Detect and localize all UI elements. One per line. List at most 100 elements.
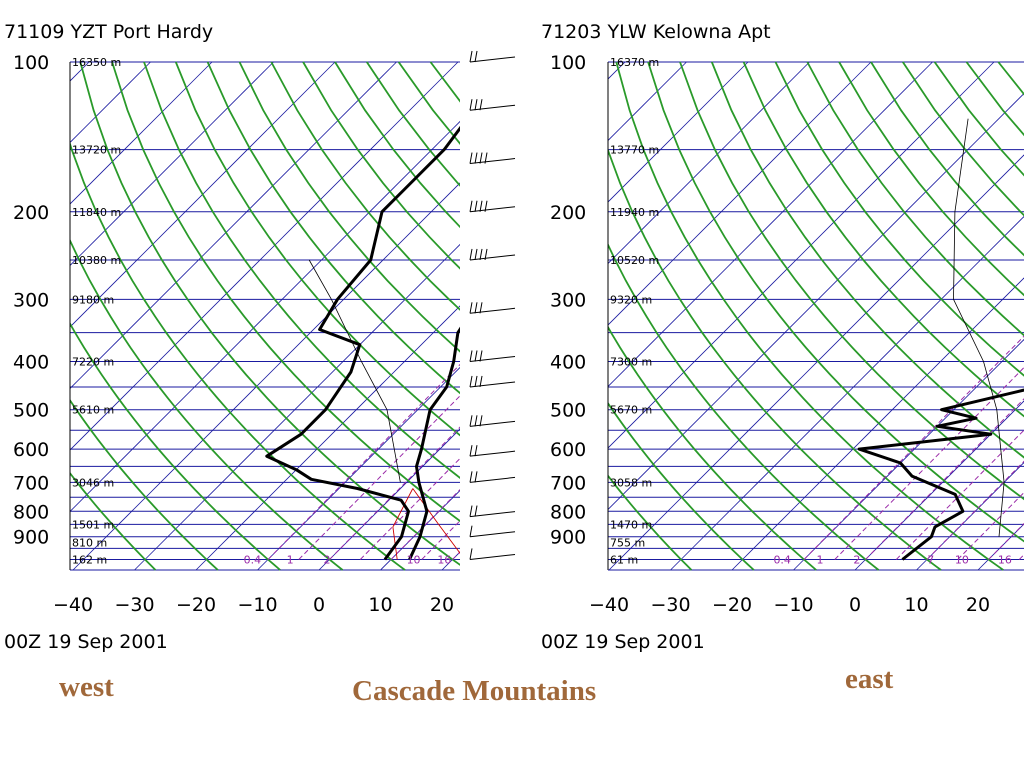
wind-barb-flag [474,99,478,111]
pressure-tick-label: 700 [13,472,49,494]
moist-adiabat-line [421,520,460,560]
pressure-tick-label: 300 [550,289,586,311]
mixing-ratio-label: 10 [955,553,969,566]
wind-barb-staff [469,511,516,518]
moist-adiabat-line [298,395,460,560]
isotherm-line [70,61,213,205]
moist-adiabat-line [957,491,1024,560]
isotherm-line [793,338,1024,571]
temperature-tick-label: 0 [849,594,861,616]
mixing-ratio-label: 10 [407,553,421,566]
height-label: 9320 m [610,293,652,306]
moist-adiabat-line [803,335,1024,560]
moist-adiabat-line [988,522,1024,560]
dry-adiabat-line [608,325,817,571]
dry-adiabat-line [774,61,1024,377]
pressure-tick-label: 800 [550,501,586,523]
dry-adiabat-line [143,61,460,480]
moist-adiabat-line [267,363,460,560]
dewpoint-profile [265,125,460,561]
temperature-tick-label: −40 [53,594,93,616]
height-label: 13720 m [72,144,121,157]
height-label: 3058 m [610,476,652,489]
wind-barb-staff [469,531,516,538]
wind-barb-flag [469,445,473,457]
temperature-tick-label: −10 [237,594,277,616]
temperature-tick-label: 10 [904,594,928,616]
dry-adiabat-line [429,61,460,103]
plot-area: 0.4 1 2 7 10 16 [608,61,1024,571]
wind-barb-flag [479,375,483,388]
caption-cascade-mountains: Cascade Mountains [352,675,597,707]
dry-adiabat-line [70,398,219,571]
station-title: 71203 YLW Kelowna Apt [541,21,771,43]
wind-barb-flag [469,302,473,314]
wind-barbs [469,50,516,560]
wind-barb-flag [474,445,478,457]
dry-adiabat-line [806,61,1024,337]
isotherm-line [608,61,933,388]
temperature-tick-label: 10 [368,594,392,616]
isotherm-line [608,61,810,265]
isotherm-line [608,61,872,326]
dry-adiabat-line [462,62,1024,570]
caption-west: west [59,671,114,703]
isotherm-line [608,61,995,449]
height-label: 1470 m [610,518,652,531]
lifted-parcel-line [412,488,460,554]
height-label: 9180 m [72,293,114,306]
height-label: 11840 m [72,206,121,219]
dry-adiabat-line [526,62,1024,570]
wind-barb-flag [474,505,478,517]
wind-barb-flag [469,99,473,111]
wind-barb-staff [469,104,516,111]
dry-adiabat-line [647,61,1024,543]
isotherm-line [195,305,460,571]
wind-barb-flag [484,200,488,212]
temperature-tick-label: −20 [712,594,752,616]
height-label: 7300 m [610,356,652,369]
wind-barb-flag [469,248,473,261]
wind-barb-flag [469,350,473,362]
wind-barb-flag [474,350,478,362]
wind-barb-flag [479,302,483,314]
pressure-tick-label: 900 [13,527,49,549]
dry-adiabat-line [838,61,1024,297]
pressure-tick-label: 800 [13,501,49,523]
wind-barb-flag [484,152,488,164]
isotherm-line [70,120,460,513]
pressure-tick-label: 500 [550,400,586,422]
isotherm-line [608,154,1024,571]
dry-adiabat-line [870,61,1024,257]
wind-barb-flag [469,525,473,537]
wind-barb-staff [469,307,516,314]
station-title: 71109 YZT Port Hardy [4,21,213,43]
dry-adiabat-line [366,61,460,187]
height-label: 11940 m [610,206,659,219]
height-label: 810 m [72,537,107,550]
moist-adiabat-line [834,366,1024,560]
wind-barb-staff [469,381,516,388]
wind-barb-staff [469,553,516,560]
wind-barb-staff [469,254,516,261]
dry-adiabat-line [270,61,460,311]
isotherm-line [70,61,274,267]
wind-barb-staff [469,56,516,63]
wind-barb-staff [469,356,516,362]
temperature-tick-label: 0 [313,594,325,616]
height-label: 7220 m [72,356,114,369]
mixing-ratio-label: 2 [853,553,860,566]
pressure-tick-label: 200 [550,202,586,224]
isotherm-line [854,400,1024,571]
pressure-tick-label: 600 [550,439,586,461]
wind-barb-staff [469,476,516,483]
wind-barb-flag [479,350,483,362]
temperature-tick-label: −30 [114,594,154,616]
isotherm-line [70,61,397,390]
wind-barb-flag [479,152,483,164]
mixing-ratio-label: 16 [437,553,451,566]
dry-adiabat-line [302,61,460,270]
sounding-time-label: 00Z 19 Sep 2001 [4,631,168,653]
